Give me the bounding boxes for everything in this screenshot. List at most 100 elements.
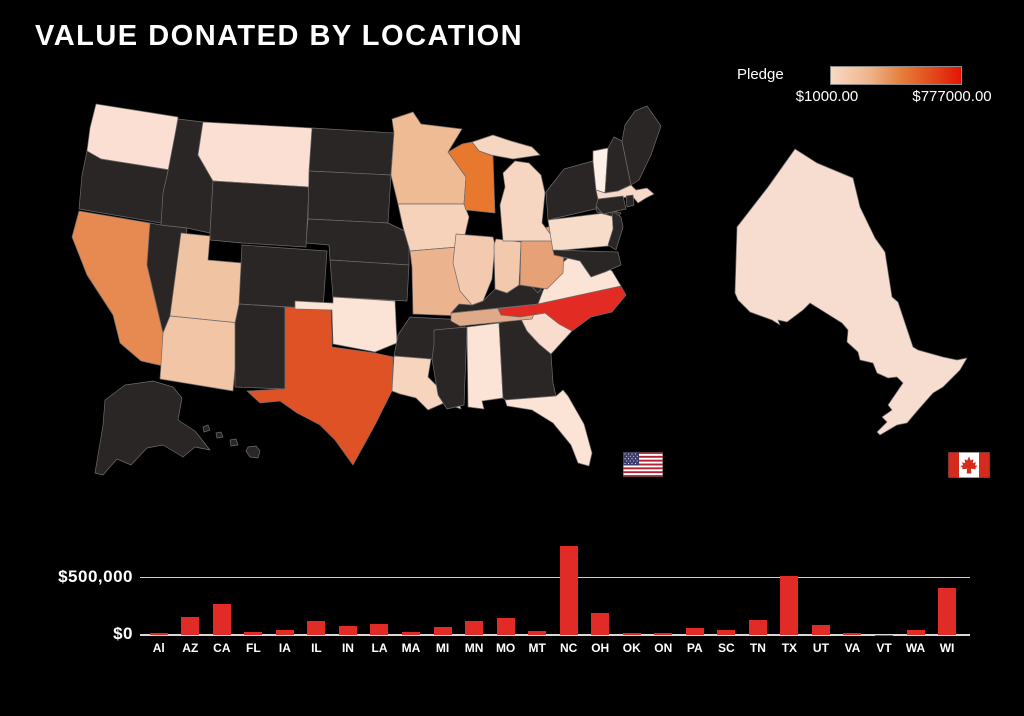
bar-oh[interactable] bbox=[591, 612, 610, 635]
bar-slot-tn: TN bbox=[742, 538, 774, 655]
x-tick-vt: VT bbox=[876, 641, 892, 655]
x-tick-mo: MO bbox=[495, 641, 516, 655]
state-nd[interactable] bbox=[308, 127, 395, 176]
x-tick-oh: OH bbox=[591, 641, 610, 655]
bar-slot-mi: MI bbox=[427, 538, 459, 655]
x-tick-ma: MA bbox=[401, 641, 421, 655]
bar-slot-la: LA bbox=[364, 538, 396, 655]
x-tick-mi: MI bbox=[435, 641, 450, 655]
canada-flag-icon bbox=[948, 452, 990, 478]
state-tx[interactable] bbox=[246, 306, 394, 466]
bar-slot-pa: PA bbox=[679, 538, 711, 655]
state-mi[interactable] bbox=[499, 160, 554, 242]
us-choropleth-map bbox=[71, 103, 662, 476]
bar-az[interactable] bbox=[181, 616, 200, 635]
state-hi[interactable] bbox=[245, 445, 261, 459]
bar-mi[interactable] bbox=[433, 627, 452, 635]
state-il[interactable] bbox=[452, 233, 496, 306]
x-tick-mn: MN bbox=[464, 641, 484, 655]
bar-slot-wa: WA bbox=[900, 538, 932, 655]
state-nj[interactable] bbox=[607, 210, 624, 251]
y-tick-0: $0 bbox=[113, 624, 133, 643]
state-sd[interactable] bbox=[307, 170, 392, 224]
y-tick-500000: $500,000 bbox=[58, 567, 133, 586]
x-axis-line bbox=[140, 634, 970, 636]
state-wi[interactable] bbox=[447, 141, 496, 214]
state-hi[interactable] bbox=[215, 431, 224, 439]
bar-tx[interactable] bbox=[780, 575, 799, 635]
bar-in[interactable] bbox=[338, 626, 357, 635]
bar-la[interactable] bbox=[370, 624, 389, 635]
x-tick-az: AZ bbox=[182, 641, 199, 655]
x-tick-il: IL bbox=[311, 641, 322, 655]
bar-mt[interactable] bbox=[528, 631, 547, 635]
state-hi[interactable] bbox=[229, 438, 239, 447]
bar-wa[interactable] bbox=[906, 630, 925, 635]
bar-slot-vt: VT bbox=[868, 538, 900, 655]
bar-wi[interactable] bbox=[938, 588, 957, 635]
bar-slot-oh: OH bbox=[584, 538, 616, 655]
bar-slot-ok: OK bbox=[616, 538, 648, 655]
state-az[interactable] bbox=[159, 315, 240, 392]
bar-tn[interactable] bbox=[748, 619, 767, 635]
bar-ca[interactable] bbox=[212, 603, 231, 635]
state-co[interactable] bbox=[238, 244, 328, 310]
state-ct[interactable] bbox=[595, 195, 627, 215]
x-tick-nc: NC bbox=[560, 641, 578, 655]
state-nm[interactable] bbox=[234, 303, 286, 390]
x-tick-ok: OK bbox=[622, 641, 641, 655]
province-ontario[interactable] bbox=[734, 148, 968, 436]
bar-pa[interactable] bbox=[685, 628, 704, 635]
x-tick-pa: PA bbox=[686, 641, 703, 655]
state-ok[interactable] bbox=[294, 296, 398, 353]
bar-sc[interactable] bbox=[717, 629, 736, 635]
x-tick-tx: TX bbox=[781, 641, 798, 655]
bar-mo[interactable] bbox=[496, 617, 515, 635]
state-ri[interactable] bbox=[625, 194, 635, 208]
state-fl[interactable] bbox=[504, 389, 593, 467]
state-mt[interactable] bbox=[197, 121, 313, 188]
x-tick-in: IN bbox=[341, 641, 354, 655]
bar-slot-mt: MT bbox=[521, 538, 553, 655]
bar-ma[interactable] bbox=[402, 631, 421, 635]
x-tick-al: Al bbox=[152, 641, 165, 655]
x-tick-ca: CA bbox=[213, 641, 231, 655]
state-wy[interactable] bbox=[209, 180, 310, 248]
bar-mn[interactable] bbox=[465, 621, 484, 635]
state-me[interactable] bbox=[621, 105, 662, 186]
bar-slot-az: AZ bbox=[175, 538, 207, 655]
bar-ok[interactable] bbox=[622, 632, 641, 635]
bar-slot-ma: MA bbox=[395, 538, 427, 655]
bar-slot-ia: IA bbox=[269, 538, 301, 655]
bar-ia[interactable] bbox=[275, 629, 294, 635]
state-al[interactable] bbox=[466, 322, 504, 410]
state-ks[interactable] bbox=[329, 259, 410, 302]
state-ak[interactable] bbox=[94, 380, 211, 476]
bar-ut[interactable] bbox=[811, 624, 830, 635]
bar-slot-wi: WI bbox=[931, 538, 963, 655]
state-in[interactable] bbox=[493, 238, 522, 294]
bar-al[interactable] bbox=[149, 632, 168, 635]
bar-slot-al: Al bbox=[143, 538, 175, 655]
state-ms[interactable] bbox=[431, 326, 468, 410]
x-tick-sc: SC bbox=[717, 641, 735, 655]
bar-slot-tx: TX bbox=[774, 538, 806, 655]
bar-slot-fl: FL bbox=[238, 538, 270, 655]
bar-slot-in: IN bbox=[332, 538, 364, 655]
x-tick-wa: WA bbox=[905, 641, 926, 655]
state-md[interactable] bbox=[552, 249, 622, 278]
state-ut[interactable] bbox=[169, 232, 243, 324]
state-hi[interactable] bbox=[202, 424, 211, 433]
bar-nc[interactable] bbox=[559, 546, 578, 635]
gridline-500000 bbox=[140, 577, 970, 578]
bar-va[interactable] bbox=[843, 632, 862, 635]
legend-min-label: $1000.00 bbox=[795, 88, 859, 105]
bar-il[interactable] bbox=[307, 620, 326, 635]
pledge-bar-chart: $500,000 $0 Al AZ CA FL IA IL IN LA MA MI MN MO MT NC… bbox=[0, 538, 1024, 716]
x-tick-va: VA bbox=[844, 641, 861, 655]
x-tick-tn: TN bbox=[749, 641, 766, 655]
bar-fl[interactable] bbox=[244, 631, 263, 635]
maple-leaf-icon bbox=[960, 456, 978, 474]
bar-on[interactable] bbox=[654, 632, 673, 635]
